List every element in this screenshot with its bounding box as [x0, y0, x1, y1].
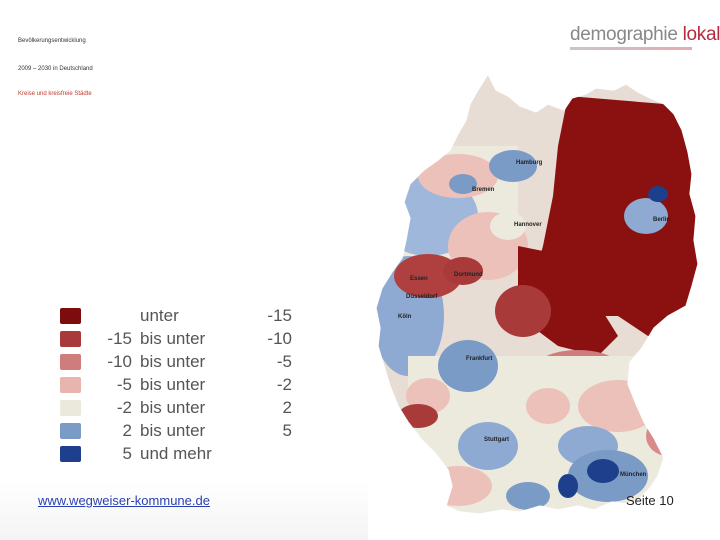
legend-item: -15 bis unter -10 — [60, 329, 292, 352]
legend-text-b: bis unter — [140, 352, 206, 371]
city-label: Frankfurt — [466, 356, 492, 362]
legend-item: -10 bis unter -5 — [60, 352, 292, 375]
city-label: Bremen — [472, 187, 495, 193]
city-label: Berlin — [653, 217, 670, 223]
logo-text-part1: demographie — [570, 24, 683, 45]
city-label: München — [620, 472, 647, 478]
legend-swatch — [60, 446, 81, 462]
legend-text-c: 2 — [282, 398, 292, 417]
legend-swatch — [60, 354, 81, 370]
footer-strip — [0, 482, 368, 540]
legend-text-c: -10 — [267, 329, 292, 348]
legend-swatch — [60, 331, 81, 347]
logo-text-part2: lokal — [682, 24, 720, 45]
city-label: Düsseldorf — [406, 294, 438, 300]
slide-title-line2: 2009 – 2030 in Deutschland — [18, 66, 93, 72]
legend-text-b: bis unter — [140, 375, 206, 394]
legend-swatch — [60, 400, 81, 416]
legend-text-b: bis unter — [140, 329, 206, 348]
legend-item: -5 bis unter -2 — [60, 375, 292, 398]
demographie-lokal-logo: demographie lokal — [570, 24, 720, 46]
slide-title-line1: Bevölkerungsentwicklung — [18, 38, 86, 44]
legend-text-a: -5 — [116, 375, 132, 394]
page-number: Seite 10 — [626, 493, 674, 508]
legend-text-a: 2 — [122, 421, 132, 440]
logo-underline — [570, 47, 692, 50]
slide-subtitle: Kreise und kreisfreie Städte — [18, 91, 92, 97]
legend-swatch — [60, 308, 81, 324]
legend-swatch — [60, 377, 81, 393]
city-label: Köln — [398, 314, 412, 320]
legend-item: unter -15 — [60, 306, 292, 329]
legend-text-c: -5 — [276, 352, 292, 371]
legend-text-a: -15 — [107, 329, 132, 348]
city-label: Stuttgart — [484, 437, 509, 443]
city-label: Hamburg — [516, 160, 543, 166]
legend-swatch — [60, 423, 81, 439]
city-label: Essen — [410, 276, 428, 282]
legend-text-c: 5 — [282, 421, 292, 440]
germany-population-map: Hamburg Bremen Berlin Hannover Dortmund Essen… — [375, 73, 699, 515]
legend-text-b: unter — [140, 306, 179, 325]
legend-item: 5 und mehr — [60, 444, 250, 467]
legend-text-b: bis unter — [140, 421, 206, 440]
legend-text-a: 5 — [122, 444, 132, 463]
legend-text-c: -15 — [267, 306, 292, 325]
city-label: Dortmund — [454, 272, 483, 278]
website-link[interactable]: www.wegweiser-kommune.de — [38, 493, 210, 508]
legend: unter -15 -15 bis unter -10 -10 bis unter -5 -5 b… — [60, 306, 292, 467]
city-label: Hannover — [514, 222, 542, 228]
legend-text-a: -2 — [116, 398, 132, 417]
legend-text-b: und mehr — [140, 444, 212, 463]
legend-item: 2 bis unter 5 — [60, 421, 292, 444]
legend-item: -2 bis unter 2 — [60, 398, 292, 421]
legend-text-b: bis unter — [140, 398, 206, 417]
legend-text-c: -2 — [276, 375, 292, 394]
legend-text-a: -10 — [107, 352, 132, 371]
